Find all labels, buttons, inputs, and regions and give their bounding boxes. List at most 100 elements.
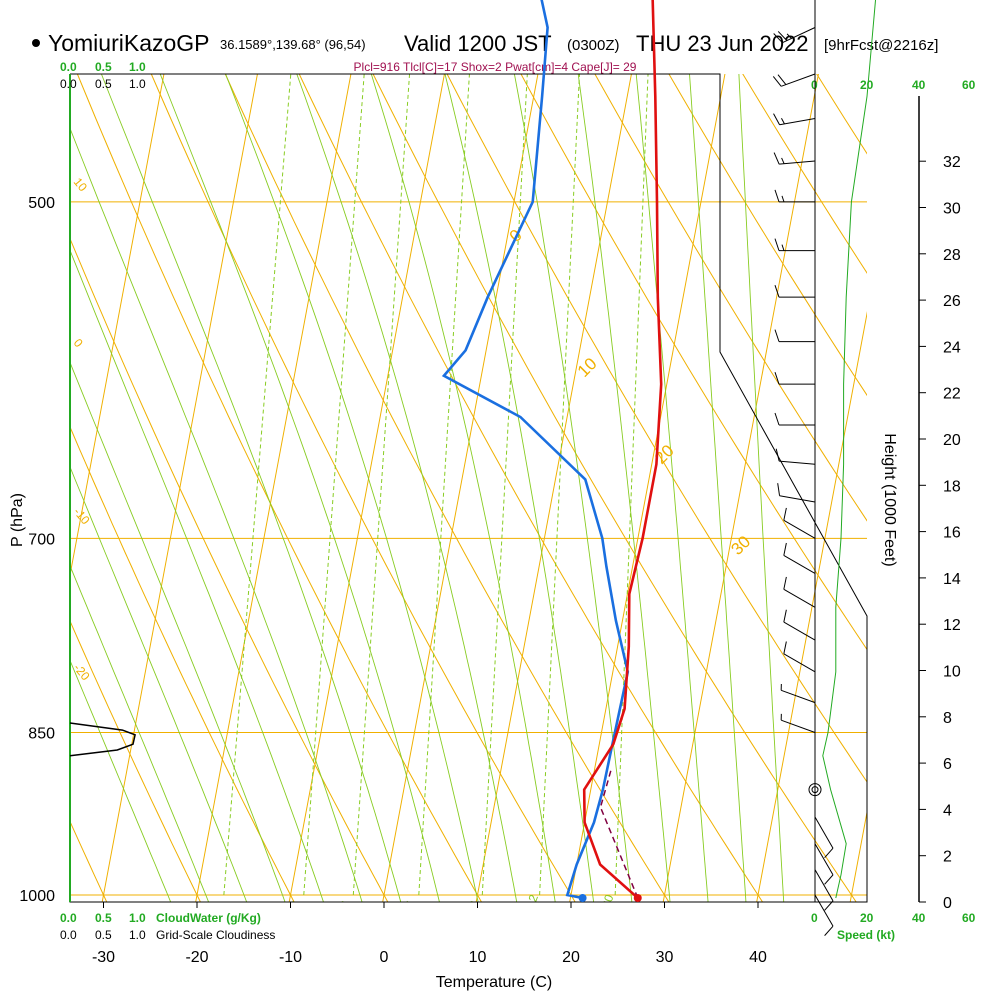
mixing-ratio-label: 12	[523, 892, 541, 910]
barb-staff	[781, 719, 816, 733]
dry-adiabat-line	[224, 74, 670, 902]
barb-feather	[783, 576, 787, 590]
wind-barb	[774, 412, 815, 426]
mixing-ratio-label: 5	[402, 899, 418, 910]
barb-feather	[774, 329, 780, 342]
height-tick-label: 12	[943, 617, 961, 634]
moist-adiabat-line	[577, 74, 671, 902]
wind-barb	[773, 152, 816, 165]
mixing-ratio-line	[223, 74, 292, 896]
height-tick-label: 6	[943, 756, 952, 773]
barb-staff	[783, 519, 816, 539]
barb-feather	[774, 372, 780, 385]
temperature-tick-label: -20	[185, 949, 208, 966]
barb-half-feather	[781, 157, 785, 164]
moist-adiabat-line	[70, 659, 172, 902]
moist-adiabat-line	[689, 74, 747, 902]
height-tick-label: 32	[943, 154, 961, 171]
isotherm-line	[288, 74, 445, 902]
moist-adiabat-line	[70, 361, 286, 902]
isotherm-line	[849, 809, 867, 902]
wind-barb	[773, 27, 816, 44]
height-tick-label: 8	[943, 710, 952, 727]
pressure-ticks: 2503004005007008501000	[19, 195, 55, 905]
dry-adiabat-line	[76, 74, 483, 902]
dry-adiabat-line	[542, 0, 1000, 944]
dry-adiabat-line	[668, 74, 867, 397]
barb-feather	[783, 641, 787, 654]
dry-adiabat-line	[150, 74, 576, 902]
speed-top-20: 20	[860, 78, 874, 92]
dry-adiabat-line	[977, 0, 1000, 944]
moist-adiabat-line	[635, 74, 709, 902]
height-tick-label: 28	[943, 247, 961, 264]
dry-adiabat-label: 0	[71, 336, 86, 350]
speed-bottom-0: 0	[811, 911, 818, 925]
header: YomiuriKazoGP 36.1589°,139.68° (96,54) V…	[32, 30, 938, 74]
wind-barb	[814, 816, 834, 859]
barb-staff	[779, 460, 816, 465]
barb-feather	[774, 412, 780, 426]
wind-barb	[783, 576, 816, 608]
height-tick-label: 16	[943, 525, 961, 542]
moist-adiabat-line	[738, 74, 785, 902]
stability-indices: Plcl=916 Tlcl[C]=17 Shox=2 Pwat[cm]=4 Ca…	[354, 60, 637, 74]
dry-adiabat-label: 10	[71, 175, 91, 194]
moist-adiabat-line	[70, 564, 210, 902]
speed-bottom-20: 20	[860, 911, 874, 925]
dry-adiabat-line	[70, 820, 108, 902]
mixing-ratio-line	[539, 74, 580, 896]
cloudiness-profile	[69, 722, 136, 757]
isotherm-line	[0, 0, 91, 944]
pressure-tick-label: 500	[28, 195, 55, 212]
cloud-bottom-green-2: 1.0	[129, 911, 146, 925]
background-lines: 1 2 3 5 8 12 20	[0, 0, 1000, 944]
wind-barb	[783, 542, 816, 574]
dry-adiabat-line	[70, 237, 389, 902]
pressure-tick-label: 700	[28, 531, 55, 548]
pressure-tick-label: 850	[28, 725, 55, 742]
barb-feather	[774, 238, 780, 251]
wind-barb	[814, 843, 834, 885]
dewpoint-line	[441, 0, 630, 900]
isotherm-line	[70, 74, 165, 578]
surface-temperature-dot	[633, 893, 642, 902]
height-tick-label: 14	[943, 571, 961, 588]
temperature-tick-label: 20	[562, 949, 580, 966]
mixing-ratio-label: 1	[208, 899, 224, 910]
wind-barb	[783, 609, 816, 641]
barb-staff	[814, 816, 834, 849]
mixing-ratio-line	[614, 74, 649, 896]
isotherm-line	[101, 74, 258, 902]
speed-bottom-60: 60	[962, 911, 976, 925]
cloud-top-green-2: 1.0	[129, 60, 146, 74]
dry-adiabat-line	[594, 74, 867, 522]
model-name: YomiuriKazoGP	[48, 30, 210, 56]
cloud-bottom-black-1: 0.5	[95, 928, 112, 942]
station-coords: 36.1589°,139.68° (96,54)	[220, 37, 366, 52]
valid-time: Valid 1200 JST	[404, 31, 552, 56]
moist-adiabat-line	[370, 74, 556, 902]
dry-adiabat-line	[0, 0, 32, 944]
height-tick-label: 2	[943, 849, 952, 866]
speed-top-60: 60	[962, 78, 976, 92]
barb-feather	[773, 33, 783, 44]
barb-staff	[783, 554, 816, 574]
wind-barb	[783, 507, 816, 539]
barb-feather	[824, 900, 834, 911]
cloud-top-green-1: 0.5	[95, 60, 112, 74]
height-tick-label: 26	[943, 293, 961, 310]
bullet-icon	[32, 39, 40, 47]
barb-feather	[824, 847, 834, 859]
wind-speed-axis: 0 20 40 60 0 20 40 60 Speed (kt)	[811, 78, 976, 942]
dry-adiabat-line	[915, 0, 1000, 944]
cloud-top-black-2: 1.0	[129, 77, 146, 91]
moist-adiabat-line	[159, 74, 440, 902]
temperature-tick-label: 30	[656, 949, 674, 966]
speed-axis-label: Speed (kt)	[837, 928, 895, 942]
barb-staff	[783, 588, 816, 608]
moist-adiabat-line	[70, 249, 324, 902]
barb-half-feather	[781, 118, 785, 125]
barb-staff	[779, 117, 816, 126]
